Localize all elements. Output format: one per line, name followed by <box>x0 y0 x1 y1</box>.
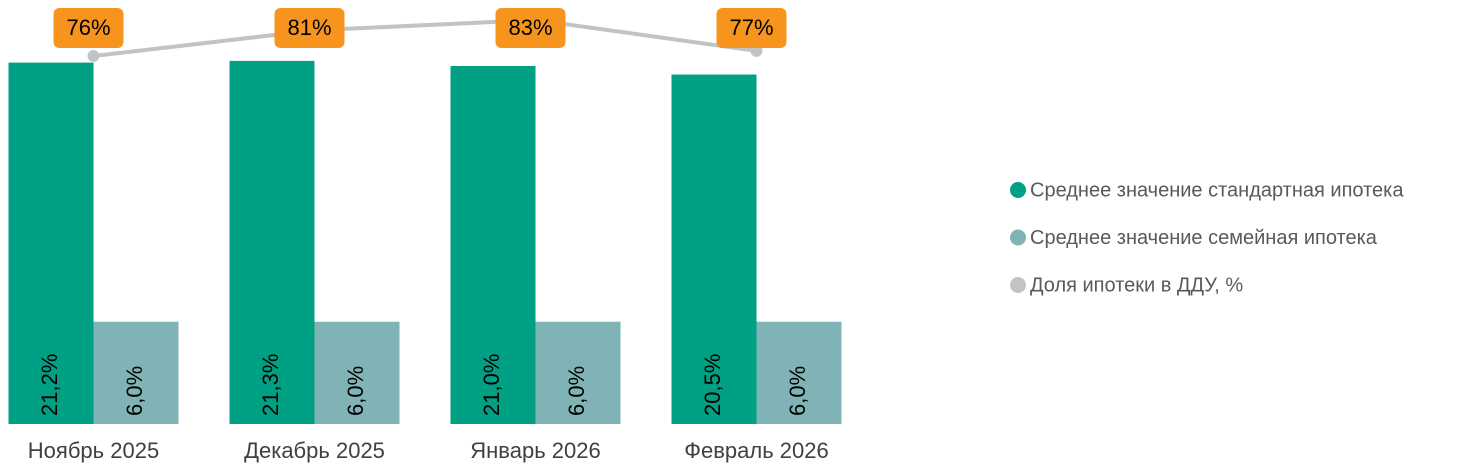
legend-marker <box>1010 182 1026 198</box>
data-label: 20,5% <box>700 354 725 416</box>
legend-marker <box>1010 277 1026 293</box>
legend-label: Среднее значение семейная ипотека <box>1030 227 1378 249</box>
data-label: 21,0% <box>479 354 504 416</box>
label-box <box>716 8 787 48</box>
data-label: 6,0% <box>564 366 589 416</box>
bar <box>314 321 400 424</box>
data-label: 83% <box>508 15 552 40</box>
data-label: 21,2% <box>37 354 62 416</box>
x-tick-label: Январь 2026 <box>470 438 600 463</box>
legend-marker <box>1010 229 1026 246</box>
line <box>93 17 757 58</box>
data-label: 81% <box>287 15 331 40</box>
bar <box>756 321 842 424</box>
label-box <box>274 8 345 48</box>
x-tick-label: Февраль 2026 <box>684 438 828 463</box>
data-label: 6,0% <box>343 366 368 416</box>
label-box <box>495 8 566 48</box>
legend-label: Среднее значение стандартная ипотека <box>1030 179 1404 201</box>
data-label: 77% <box>729 15 773 40</box>
bar <box>229 60 315 425</box>
legend-label: Доля ипотеки в ДДУ, % <box>1030 274 1243 296</box>
bar <box>535 321 621 424</box>
data-label: 6,0% <box>785 366 810 416</box>
data-label: 6,0% <box>122 366 147 416</box>
line-point <box>87 49 100 62</box>
bar <box>93 321 179 424</box>
label-box <box>53 8 124 48</box>
x-tick-label: Декабрь 2025 <box>244 438 385 463</box>
bar <box>671 74 757 424</box>
bar <box>8 62 94 425</box>
data-label: 21,3% <box>258 354 283 416</box>
x-tick-label: Ноябрь 2025 <box>28 438 159 463</box>
bar <box>450 66 536 424</box>
data-label: 76% <box>66 15 110 40</box>
